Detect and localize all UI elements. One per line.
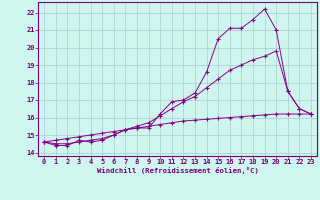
- X-axis label: Windchill (Refroidissement éolien,°C): Windchill (Refroidissement éolien,°C): [97, 167, 259, 174]
